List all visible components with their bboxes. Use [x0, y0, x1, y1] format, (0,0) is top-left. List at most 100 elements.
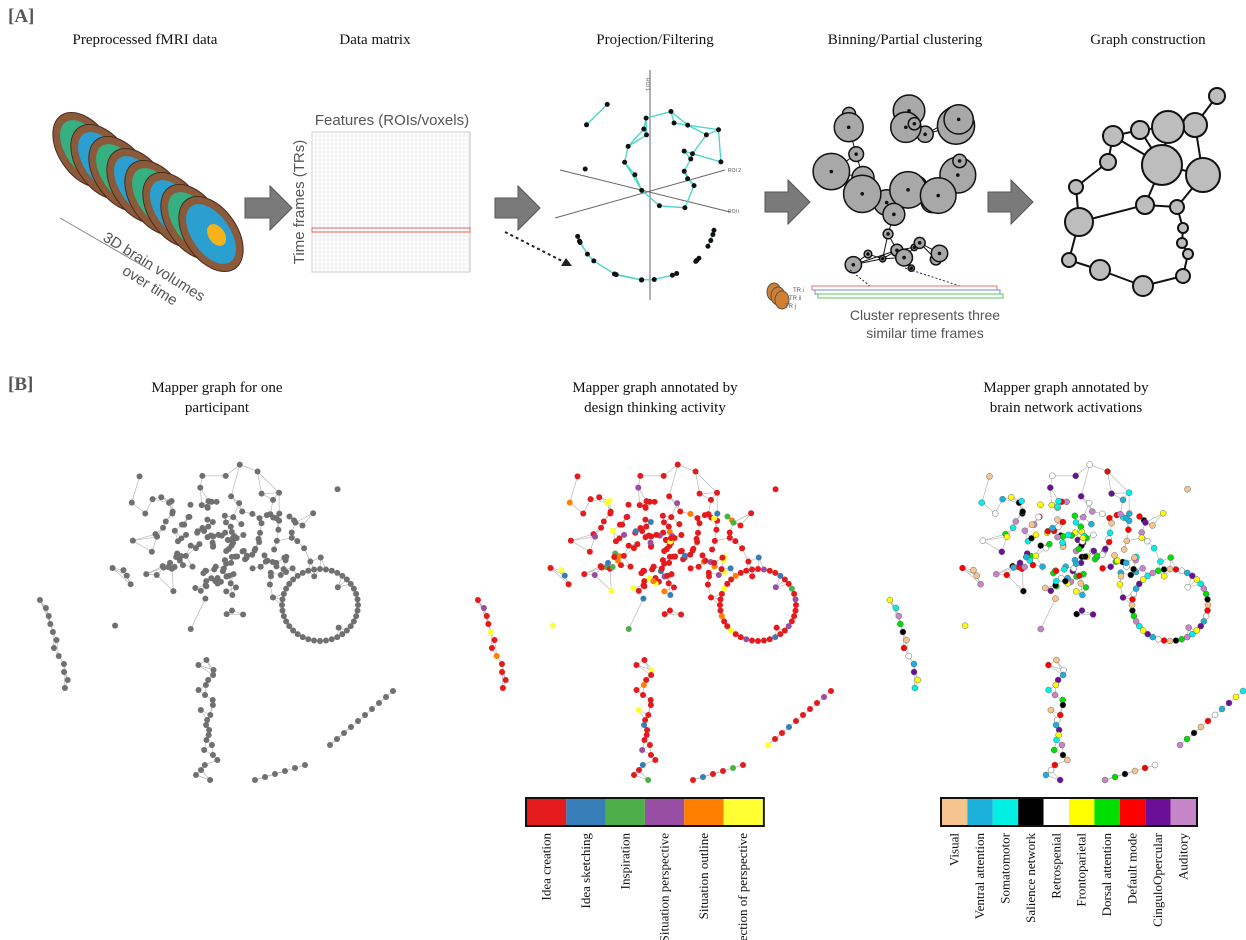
point: [692, 183, 697, 188]
node: [1150, 570, 1156, 576]
node: [1073, 561, 1079, 567]
node: [299, 522, 305, 528]
node: [128, 581, 134, 587]
node: [305, 568, 311, 574]
point: [913, 122, 917, 126]
node: [738, 570, 744, 576]
node: [980, 538, 986, 544]
mapper-graph: [475, 462, 834, 783]
node: [807, 706, 813, 712]
node: [1209, 88, 1225, 104]
node: [488, 629, 494, 635]
node: [274, 538, 280, 544]
node: [283, 618, 289, 624]
node: [721, 618, 727, 624]
point: [583, 167, 588, 172]
node: [178, 535, 184, 541]
legend-swatch: [942, 799, 967, 825]
node: [201, 747, 207, 753]
node: [773, 486, 779, 492]
node: [1076, 546, 1082, 552]
edge: [1041, 599, 1056, 629]
node: [223, 561, 229, 567]
legend-label: Ventral attention: [972, 833, 987, 920]
point: [830, 170, 834, 174]
point: [682, 205, 687, 210]
point: [904, 126, 908, 130]
node: [281, 555, 287, 561]
node: [642, 504, 648, 510]
point: [936, 194, 940, 198]
node: [959, 565, 965, 571]
node: [611, 554, 617, 560]
node: [348, 724, 354, 730]
node: [634, 687, 640, 693]
node: [749, 638, 755, 644]
node: [1049, 502, 1055, 508]
node: [693, 469, 699, 475]
node: [1103, 126, 1123, 146]
node: [499, 669, 505, 675]
node: [793, 596, 799, 602]
node: [1129, 602, 1135, 608]
point: [958, 159, 962, 163]
node: [664, 573, 670, 579]
node: [292, 520, 298, 526]
step-title: Data matrix: [339, 32, 411, 48]
node: [1102, 546, 1108, 552]
node: [186, 514, 192, 520]
node: [1142, 145, 1182, 185]
node: [223, 519, 229, 525]
node: [719, 591, 725, 597]
node: [1133, 276, 1153, 296]
node: [1082, 554, 1088, 560]
node: [756, 555, 762, 561]
node: [112, 623, 118, 629]
node: [1078, 580, 1084, 586]
point: [622, 160, 627, 165]
node: [1057, 777, 1063, 783]
node: [1065, 532, 1071, 538]
node: [687, 511, 693, 517]
node: [252, 777, 258, 783]
node: [728, 565, 734, 571]
node: [270, 595, 276, 601]
node: [645, 712, 651, 718]
edge: [982, 476, 990, 502]
node: [255, 469, 261, 475]
node: [62, 685, 68, 691]
node: [130, 538, 136, 544]
node: [1161, 573, 1167, 579]
node: [329, 636, 335, 642]
node: [738, 634, 744, 640]
node: [1131, 566, 1137, 572]
node: [647, 742, 653, 748]
node: [1219, 706, 1225, 712]
edge: [685, 186, 694, 208]
node: [562, 573, 568, 579]
point: [644, 132, 649, 137]
node: [335, 486, 341, 492]
node: [1038, 626, 1044, 632]
node: [608, 509, 614, 515]
node: [1072, 513, 1078, 519]
point: [886, 232, 890, 236]
node: [355, 602, 361, 608]
node: [661, 588, 667, 594]
node: [355, 608, 361, 614]
node: [1074, 611, 1080, 617]
node: [974, 573, 980, 579]
node: [276, 490, 282, 496]
node: [1099, 511, 1105, 517]
node: [598, 525, 604, 531]
node: [190, 564, 196, 570]
node: [43, 605, 49, 611]
node: [1183, 249, 1193, 259]
panel-label: [B]: [8, 374, 33, 395]
legend-label: Situation outline: [696, 833, 711, 920]
node: [268, 573, 274, 579]
node: [1184, 736, 1190, 742]
node: [1205, 608, 1211, 614]
point: [668, 109, 673, 114]
legend-label: Default mode: [1125, 833, 1140, 904]
